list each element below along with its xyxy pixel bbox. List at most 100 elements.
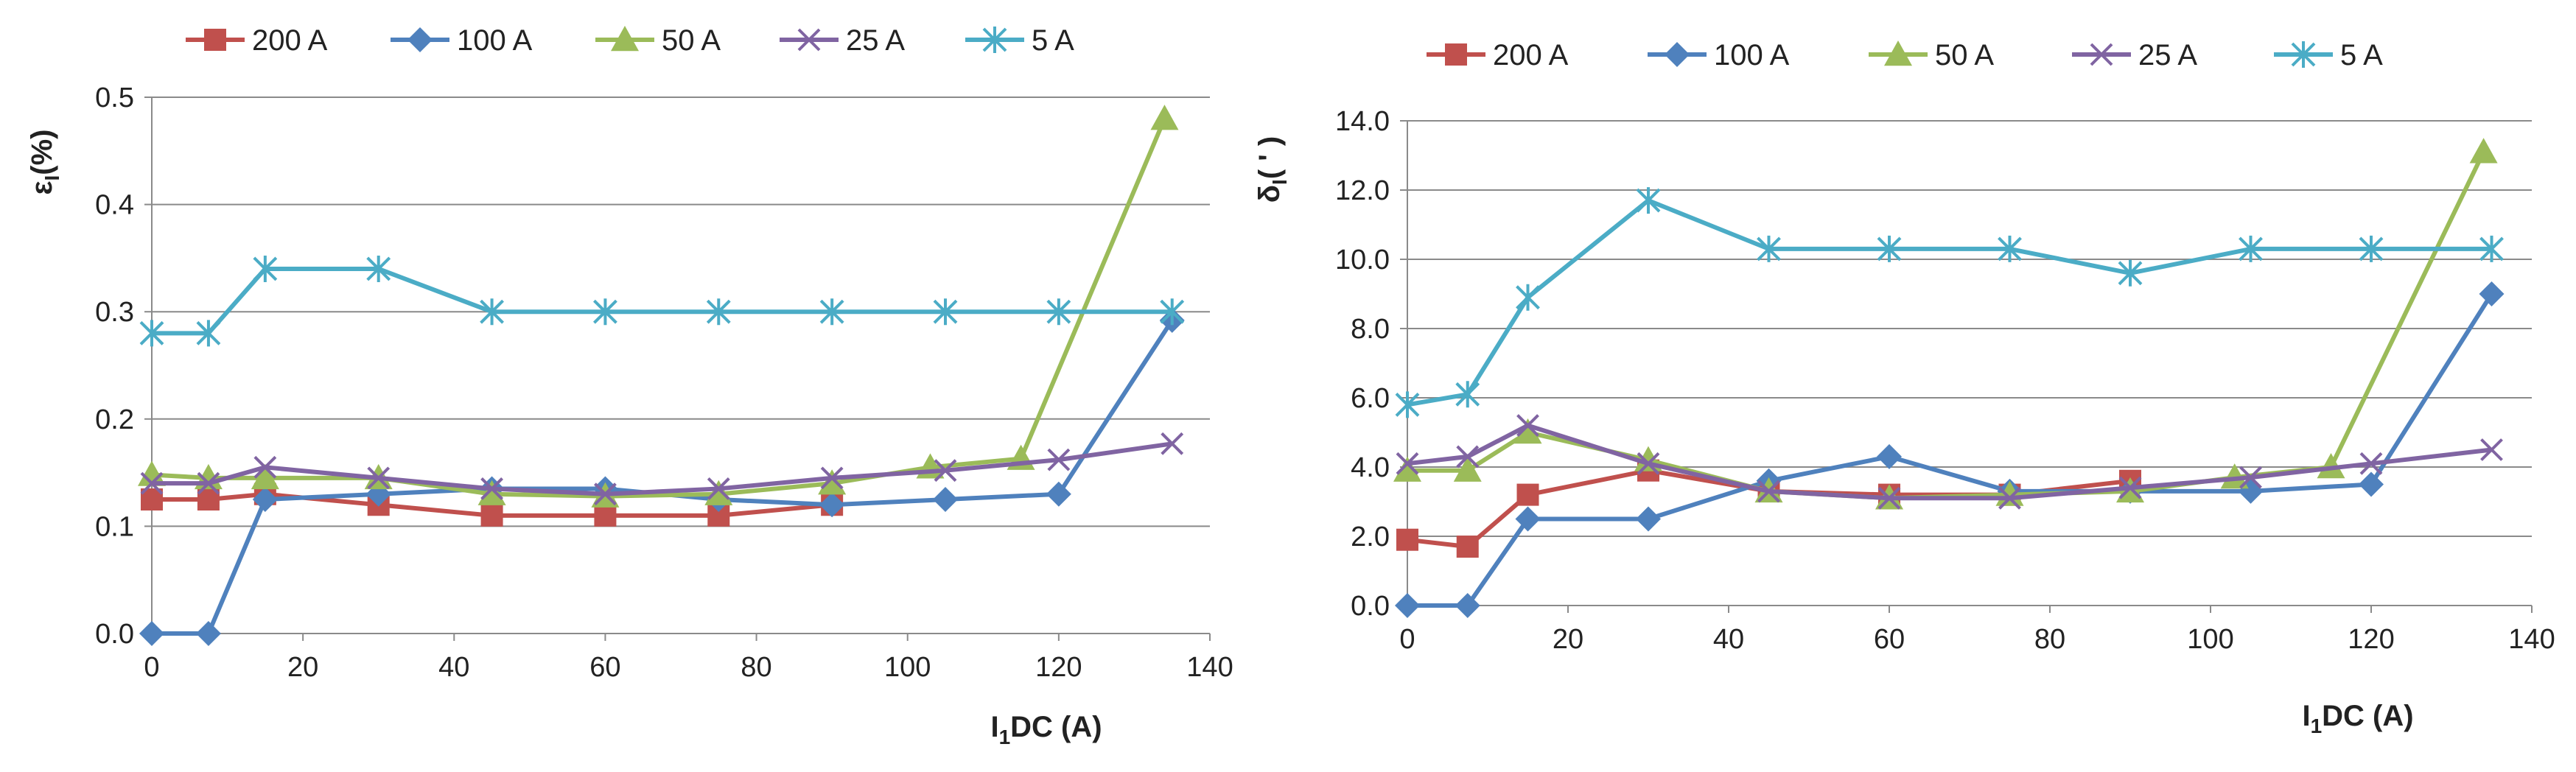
x-tick-label: 60 [589, 652, 620, 683]
x-tick-label: 20 [287, 652, 318, 683]
legend-label: 25 A [2138, 39, 2197, 71]
data-point [1877, 443, 1902, 469]
x-tick-label: 100 [884, 652, 931, 683]
legend-label: 100 A [1714, 39, 1790, 71]
y-tick-label: 2.0 [1351, 522, 1390, 552]
data-point [2317, 453, 2345, 479]
data-point [477, 480, 506, 505]
data-point [196, 320, 221, 347]
data-point [819, 298, 844, 326]
y-tick-label: 12.0 [1335, 175, 1390, 206]
data-point [251, 463, 279, 490]
data-point [253, 255, 278, 282]
y-axis-title: δI( ' ) [1253, 136, 1291, 203]
series-line [152, 266, 1172, 336]
data-point [1636, 187, 1661, 214]
y-tick-label: 0.5 [95, 83, 134, 113]
data-point [594, 504, 617, 527]
x-tick-label: 140 [2508, 624, 2555, 655]
data-point [1877, 486, 1901, 510]
series-50a [138, 105, 1179, 508]
legend-label: 100 A [457, 24, 533, 57]
data-point [2359, 235, 2384, 262]
data-point [1757, 235, 1781, 262]
legend-marker [2090, 43, 2113, 66]
data-point [1395, 593, 1420, 618]
data-point [1516, 414, 1539, 438]
series-line [1407, 150, 2486, 501]
data-point [1757, 480, 1780, 503]
data-point [1636, 506, 1661, 532]
data-point [195, 621, 221, 646]
data-point [1456, 536, 1479, 558]
legend-label: 25 A [846, 24, 905, 57]
series-line [1407, 198, 2492, 407]
data-point [2239, 466, 2262, 489]
y-tick-label: 0.2 [95, 404, 134, 435]
data-point [139, 621, 164, 646]
y-tick-label: 6.0 [1351, 383, 1390, 414]
data-point [593, 298, 617, 326]
data-point [1998, 235, 2022, 262]
data-point [820, 466, 844, 490]
data-point [1456, 445, 1480, 469]
legend-marker [982, 27, 1007, 53]
y-tick-label: 4.0 [1351, 452, 1390, 483]
legend-marker [1445, 43, 1467, 66]
x-tick-label: 20 [1553, 624, 1583, 655]
legend: 200 A 100 A 50 A 25 A 5 A [1427, 39, 2383, 71]
y-tick-label: 14.0 [1335, 106, 1390, 137]
data-point [819, 492, 845, 518]
data-point [2479, 281, 2505, 306]
data-point [1637, 452, 1660, 475]
legend-label: 200 A [252, 24, 328, 57]
data-point [1150, 105, 1179, 130]
data-point [2359, 452, 2383, 475]
data-point [2118, 476, 2142, 499]
y-tick-label: 10.0 [1335, 245, 1390, 276]
y-tick-label: 0.1 [95, 511, 134, 542]
data-point [139, 320, 164, 347]
data-point [1046, 298, 1071, 326]
legend-marker [2291, 41, 2316, 68]
series-25a [1396, 414, 2503, 510]
x-tick-label: 40 [438, 652, 469, 683]
x-tick-label: 60 [1874, 624, 1905, 655]
legend-label: 200 A [1493, 39, 1569, 71]
data-point [2469, 138, 2498, 164]
data-point [1513, 418, 1542, 444]
data-point [933, 487, 958, 512]
y-tick-label: 8.0 [1351, 314, 1390, 345]
series-100a [1395, 281, 2505, 618]
x-tick-label: 0 [1399, 624, 1415, 655]
legend-label: 50 A [662, 24, 721, 57]
data-point [934, 459, 957, 482]
y-tick-label: 0.0 [95, 619, 134, 650]
data-point [1516, 284, 1540, 311]
x-tick-label: 140 [1186, 652, 1233, 683]
legend-marker [797, 28, 821, 52]
data-point [2239, 235, 2263, 262]
data-point [480, 298, 504, 326]
data-point [933, 298, 958, 326]
data-point [366, 255, 391, 282]
data-point [1455, 381, 1480, 408]
data-point [2480, 438, 2503, 461]
legend-label: 5 A [1032, 24, 1074, 57]
legend-label: 50 A [1935, 39, 1994, 71]
data-point [480, 504, 503, 527]
data-point [138, 460, 166, 486]
data-point [2359, 471, 2384, 497]
data-point [1396, 452, 1419, 475]
data-point [197, 471, 220, 495]
series-50a [1393, 138, 2498, 510]
x-axis-title: I1DC (A) [990, 711, 1102, 748]
data-point [1395, 391, 1420, 418]
legend-marker [407, 27, 433, 52]
data-point [704, 480, 733, 505]
x-tick-label: 100 [2187, 624, 2233, 655]
data-point [1515, 506, 1541, 532]
legend: 200 A 100 A 50 A 25 A 5 A [186, 24, 1074, 57]
x-tick-label: 80 [741, 652, 771, 683]
